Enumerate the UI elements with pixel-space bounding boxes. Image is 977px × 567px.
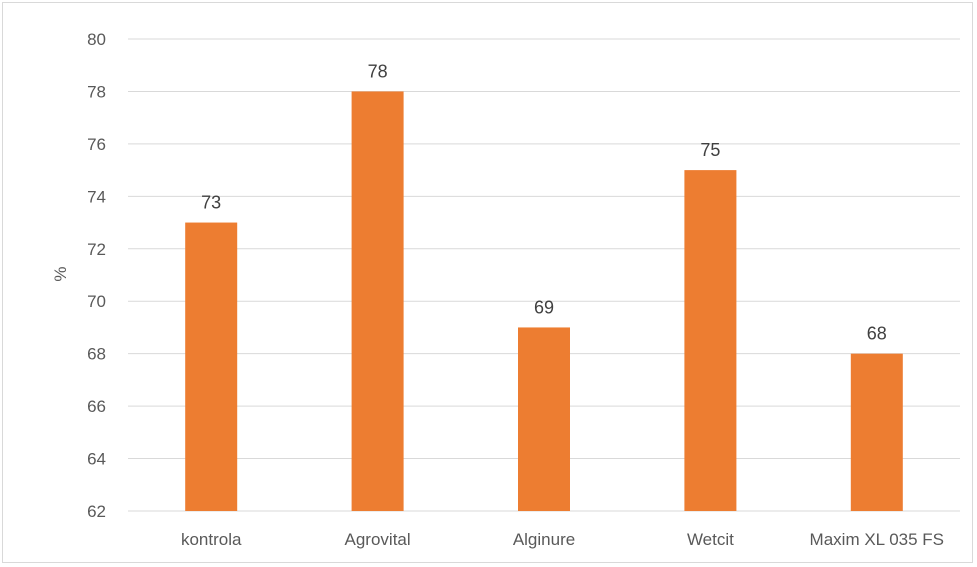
bars bbox=[185, 91, 903, 512]
bar bbox=[351, 91, 404, 511]
data-label: 73 bbox=[201, 193, 221, 213]
y-tick-label: 68 bbox=[87, 345, 106, 364]
y-tick-label: 62 bbox=[87, 502, 106, 521]
y-tick-label: 78 bbox=[87, 82, 106, 101]
x-tick-label: Maxim XL 035 FS bbox=[810, 530, 944, 549]
x-tick-label: Alginure bbox=[513, 530, 575, 549]
data-label: 78 bbox=[368, 61, 388, 81]
x-tick-label: kontrola bbox=[181, 530, 242, 549]
y-tick-label: 66 bbox=[87, 397, 106, 416]
y-tick-label: 70 bbox=[87, 292, 106, 311]
x-tick-label: Wetcit bbox=[687, 530, 734, 549]
y-axis-label: % bbox=[51, 266, 70, 281]
data-label: 69 bbox=[534, 297, 554, 317]
y-axis-ticks: 62 64 66 68 70 72 74 76 78 80 bbox=[87, 30, 106, 521]
x-axis-ticks: kontrola Agrovital Alginure Wetcit Maxim XL … bbox=[181, 530, 944, 549]
bar bbox=[185, 222, 238, 512]
y-tick-label: 72 bbox=[87, 240, 106, 259]
data-label: 68 bbox=[867, 324, 887, 344]
data-labels: 73 78 69 75 68 bbox=[201, 61, 887, 343]
y-tick-label: 64 bbox=[87, 450, 106, 469]
bar bbox=[518, 327, 570, 511]
y-tick-label: 74 bbox=[87, 187, 106, 206]
bar bbox=[684, 170, 737, 511]
y-tick-label: 80 bbox=[87, 30, 106, 49]
x-tick-label: Agrovital bbox=[345, 530, 411, 549]
y-tick-label: 76 bbox=[87, 135, 106, 154]
data-label: 75 bbox=[700, 140, 720, 160]
bar bbox=[850, 353, 903, 511]
gridlines bbox=[128, 38, 960, 512]
